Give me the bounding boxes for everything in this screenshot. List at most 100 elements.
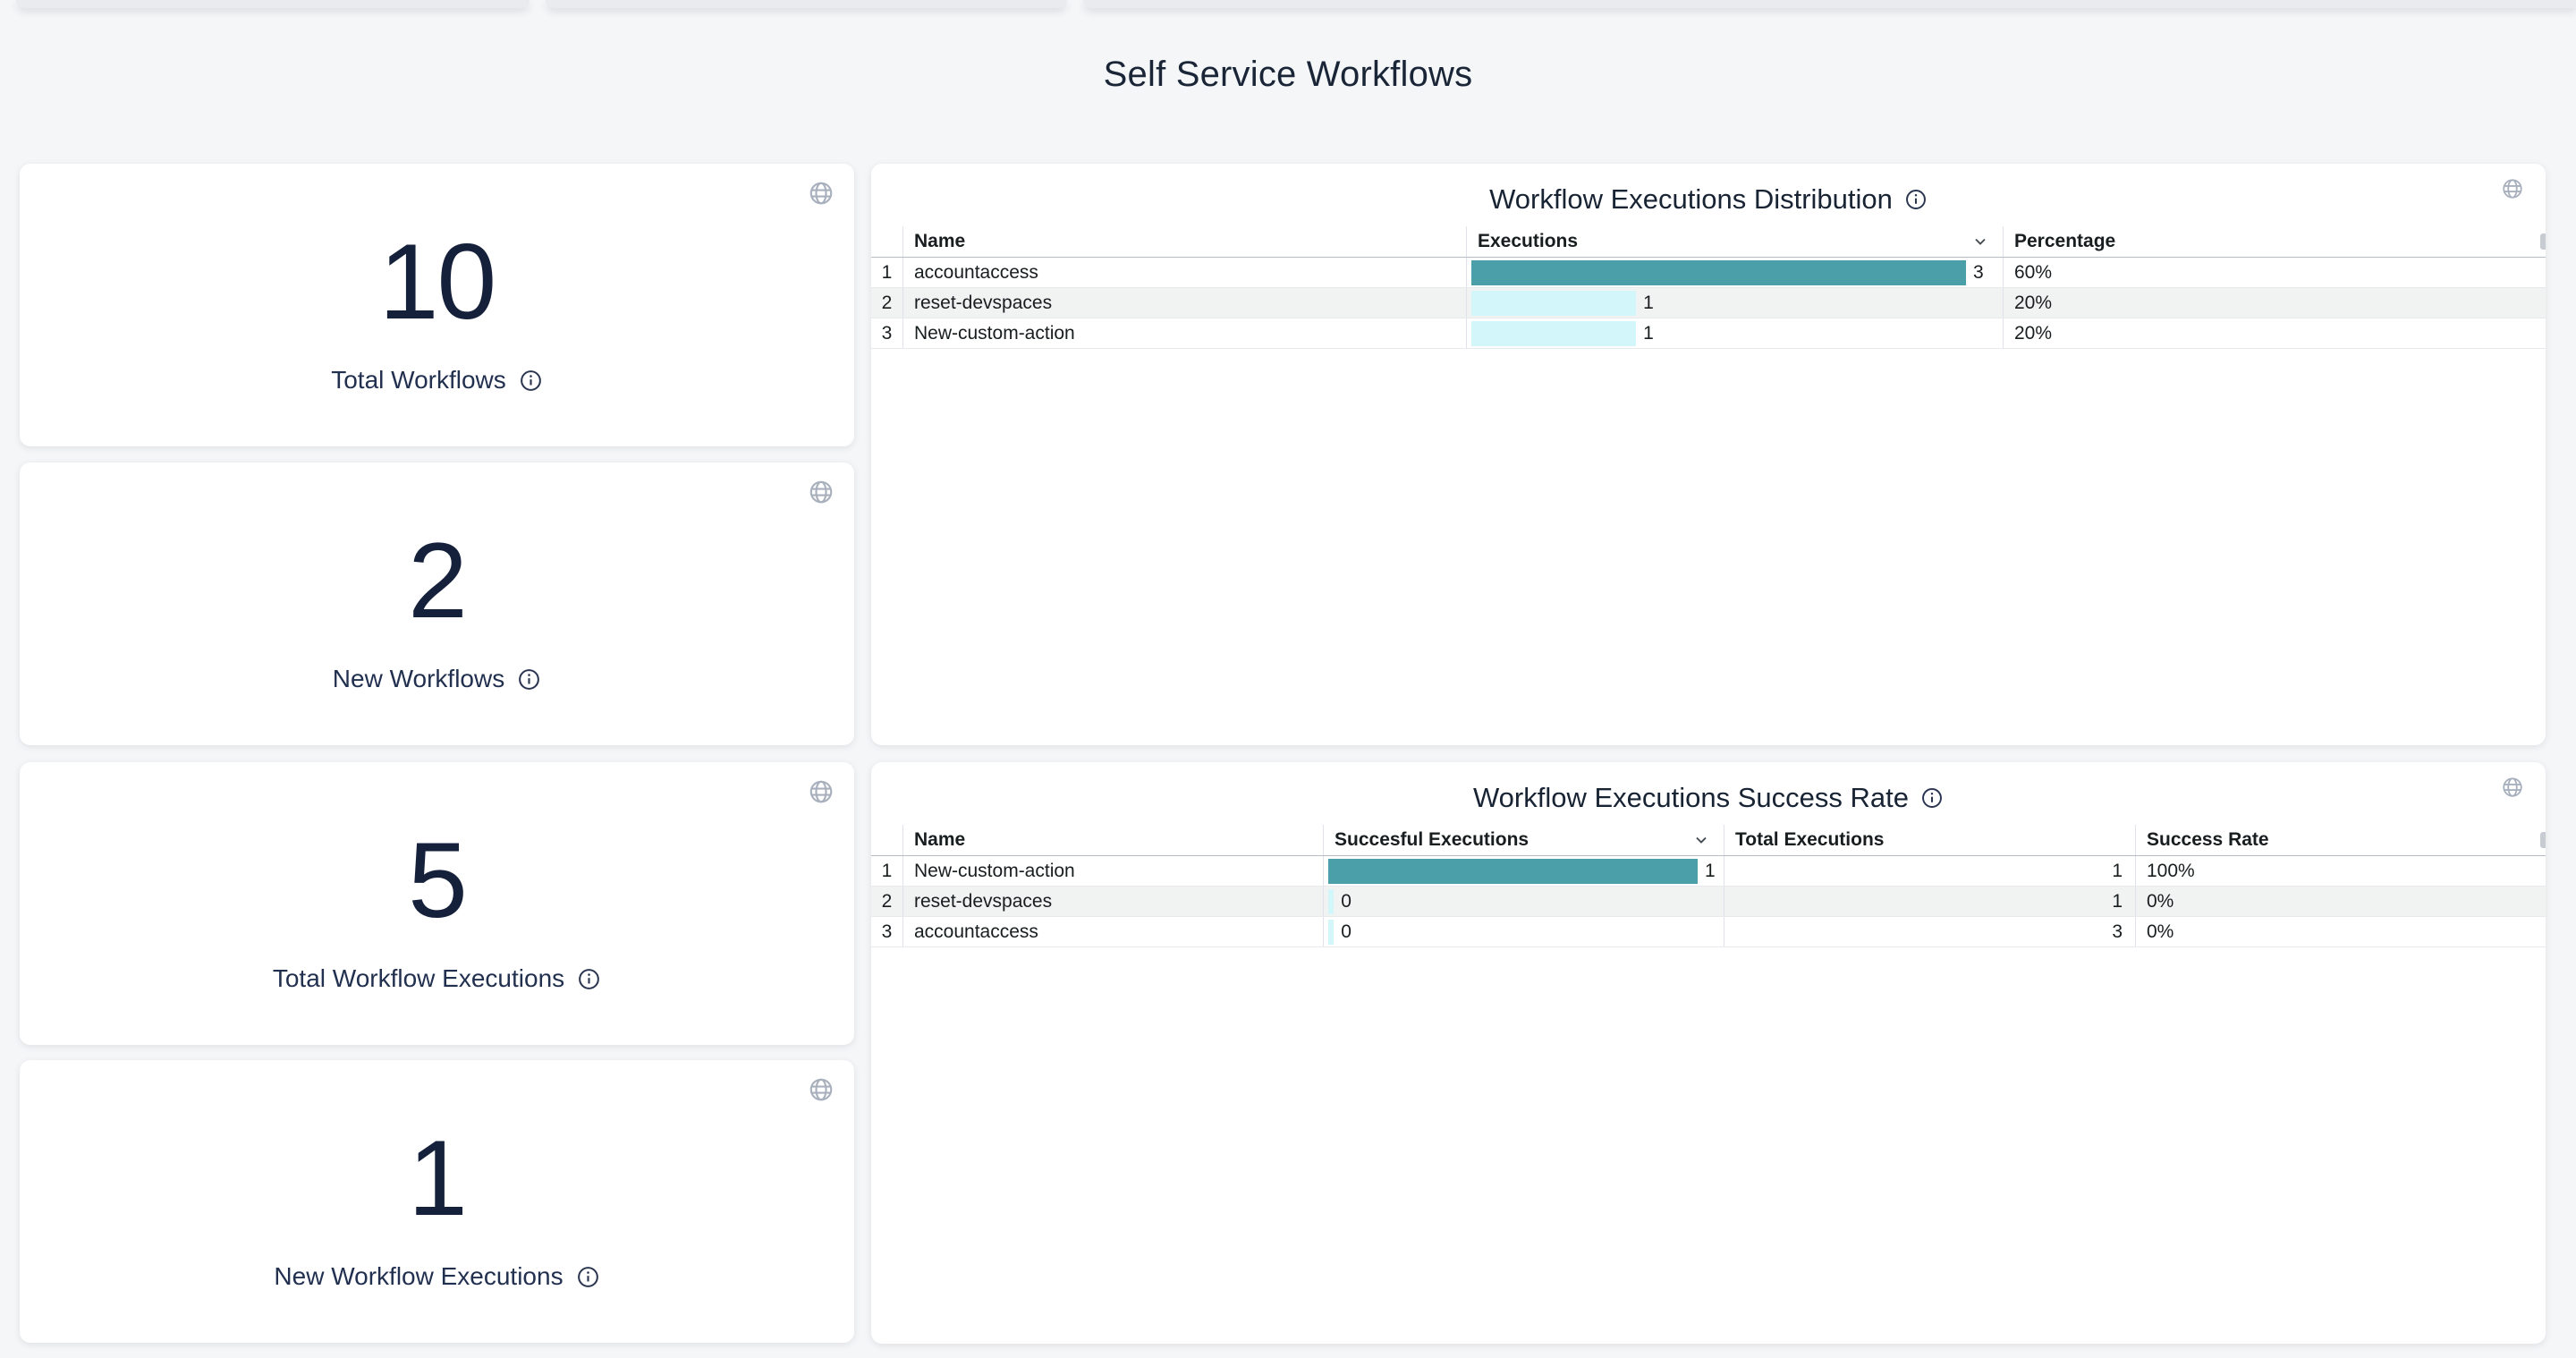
scrollbar-thumb[interactable] [2540,233,2546,250]
table-header-row: Name Succesful Executions Total Executio… [871,825,2546,856]
table-row: 1 accountaccess 3 60% [871,258,2546,288]
panel-title: Workflow Executions Distribution [1489,183,1893,215]
successful-executions-bar [1328,888,1335,914]
stat-card-new-workflow-executions: 1 New Workflow Executions [20,1060,854,1343]
successful-executions-bar [1328,858,1698,884]
column-header-executions[interactable]: Executions [1467,226,2004,257]
sort-desc-icon [1696,836,1707,844]
cell-name: accountaccess [903,917,1324,946]
info-icon[interactable] [577,967,601,991]
panel-header: Workflow Executions Distribution [871,183,2546,216]
bar-track: 0 [1328,917,1698,946]
column-header-percentage[interactable]: Percentage [2014,231,2116,251]
executions-bar [1471,320,1637,346]
row-index: 2 [871,887,903,916]
column-header-success-rate[interactable]: Success Rate [2147,829,2269,850]
table-row: 2 reset-devspaces 0 1 0% [871,887,2546,917]
globe-icon[interactable] [808,180,835,207]
row-index: 1 [871,856,903,886]
globe-icon[interactable] [808,778,835,805]
info-icon[interactable] [517,667,541,692]
column-header-total-executions[interactable]: Total Executions [1724,825,2136,855]
cutoff-card-strip [546,0,1067,8]
stat-card-new-workflows: 2 New Workflows [20,463,854,745]
bar-track: 1 [1471,288,1966,318]
bar-value-label: 1 [1643,322,1654,344]
row-index: 3 [871,917,903,946]
cell-successful-executions: 0 [1324,917,1724,946]
table-row: 3 accountaccess 0 3 0% [871,917,2546,947]
column-header-index [871,226,903,257]
table-row: 1 New-custom-action 1 1 100% [871,856,2546,887]
stat-label-text: Total Workflow Executions [272,964,565,992]
scrollbar-thumb[interactable] [2540,832,2546,848]
column-header-successful-executions[interactable]: Succesful Executions [1324,825,1724,855]
stat-label: New Workflow Executions [274,1262,599,1291]
stat-value: 10 [378,222,496,342]
info-icon[interactable] [519,369,543,393]
globe-icon[interactable] [808,479,835,505]
stat-value: 1 [408,1118,468,1238]
cell-percentage: 20% [2014,322,2053,344]
stat-card-total-workflow-executions: 5 Total Workflow Executions [20,762,854,1045]
bar-track: 1 [1328,856,1716,886]
bar-track: 3 [1471,258,1984,287]
column-header-name[interactable]: Name [903,226,1467,257]
stat-label: Total Workflow Executions [273,964,601,993]
cell-total-executions: 3 [1724,917,2136,946]
table-row: 2 reset-devspaces 1 20% [871,288,2546,318]
cell-success-rate: 0% [2147,890,2174,912]
success-rate-table: Name Succesful Executions Total Executio… [871,825,2546,947]
cell-successful-executions: 1 [1324,856,1724,886]
bar-track: 1 [1471,318,1966,348]
row-index: 2 [871,288,903,318]
bar-value-label: 0 [1341,890,1352,912]
info-icon[interactable] [1904,188,1928,211]
cell-percentage: 60% [2014,261,2053,283]
cell-name: accountaccess [903,258,1467,287]
panel-workflow-executions-success-rate: Workflow Executions Success Rate Name Su… [871,762,2546,1344]
panel-header: Workflow Executions Success Rate [871,782,2546,814]
table-header-row: Name Executions Percentage [871,226,2546,258]
column-header-name[interactable]: Name [903,825,1324,855]
stat-label-text: New Workflows [332,665,505,692]
column-header-index [871,825,903,855]
cell-name: New-custom-action [903,856,1324,886]
executions-bar [1471,259,1966,285]
cell-name: reset-devspaces [903,288,1467,318]
cell-percentage: 20% [2014,292,2053,313]
bar-track: 0 [1328,887,1698,916]
info-icon[interactable] [1920,786,1944,810]
cell-total-executions: 1 [1724,856,2136,886]
row-index: 1 [871,258,903,287]
row-index: 3 [871,318,903,348]
bar-value-label: 1 [1705,860,1716,881]
cell-name: New-custom-action [903,318,1467,348]
globe-icon[interactable] [808,1076,835,1103]
stat-value: 5 [408,820,468,940]
bar-value-label: 0 [1341,921,1352,942]
cell-executions: 1 [1467,288,2004,318]
cell-name: reset-devspaces [903,887,1324,916]
cell-success-rate: 100% [2147,860,2195,881]
executions-bar [1471,290,1637,316]
stat-label-text: New Workflow Executions [274,1262,564,1290]
panel-workflow-executions-distribution: Workflow Executions Distribution Name Ex… [871,164,2546,745]
cell-executions: 1 [1467,318,2004,348]
stat-label: New Workflows [333,665,541,693]
cutoff-card-strip [16,0,530,8]
cell-total-executions: 1 [1724,887,2136,916]
cell-successful-executions: 0 [1324,887,1724,916]
bar-value-label: 3 [1973,261,1984,283]
cell-success-rate: 0% [2147,921,2174,942]
cell-executions: 3 [1467,258,2004,287]
successful-executions-bar [1328,919,1335,945]
info-icon[interactable] [576,1265,600,1289]
bar-value-label: 1 [1643,292,1654,313]
sort-desc-icon [1975,238,1986,245]
panel-title: Workflow Executions Success Rate [1472,782,1909,813]
stat-value: 2 [408,521,468,641]
table-row: 3 New-custom-action 1 20% [871,318,2546,349]
cutoff-card-strip [1083,0,2576,8]
page-title: Self Service Workflows [1103,54,1473,94]
